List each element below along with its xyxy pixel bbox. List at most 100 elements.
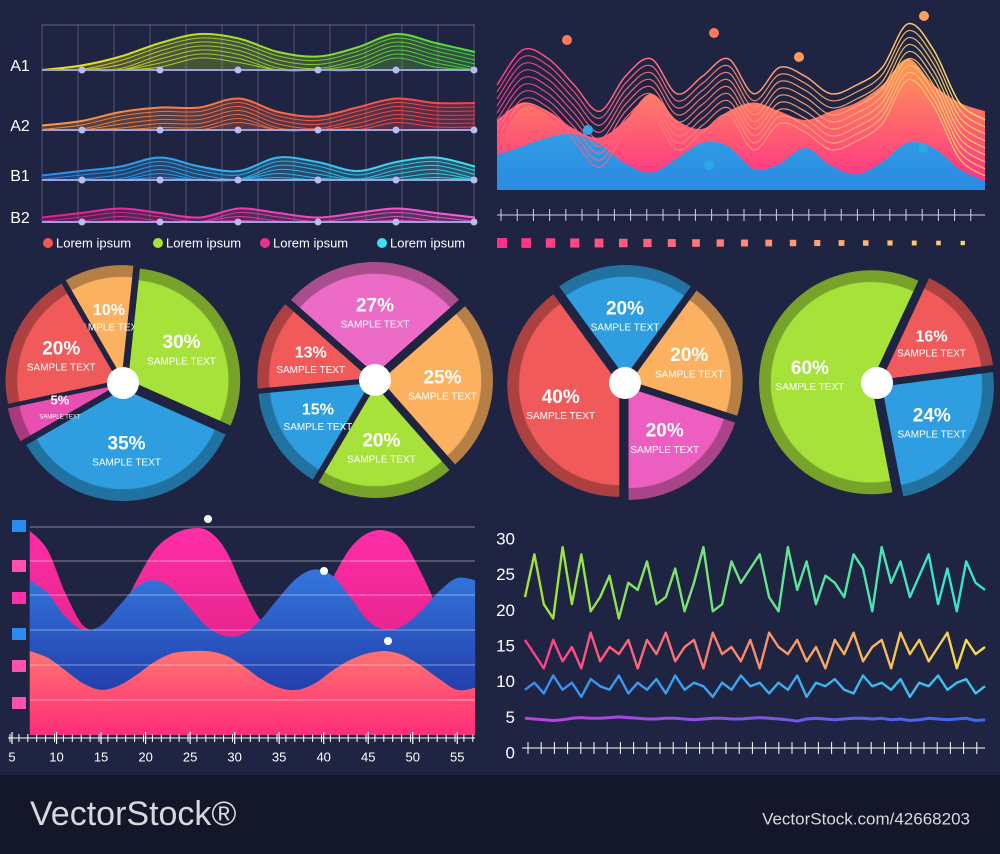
row-dot (78, 218, 86, 226)
row-dot (314, 176, 322, 184)
slice-label: SAMPLE TEXT (284, 422, 353, 433)
strand-line (496, 22, 986, 121)
slice-value-label: 30% (163, 332, 201, 353)
row-dot (234, 66, 242, 74)
row-dot (156, 176, 164, 184)
slice-value-label: 20% (362, 430, 400, 451)
wave-strand (41, 113, 476, 131)
row-dot (234, 126, 242, 134)
wave-strand (41, 164, 476, 181)
scale-square (497, 238, 507, 248)
peak-dot (794, 52, 804, 62)
row-dot (470, 176, 478, 184)
wave-line (41, 207, 476, 219)
row-dot (234, 176, 242, 184)
pie-hub (359, 364, 391, 396)
x-tick-label: 35 (272, 749, 286, 764)
row-dot (78, 176, 86, 184)
x-tick-label: 10 (49, 749, 63, 764)
slice-value-label: 25% (423, 367, 461, 388)
y-tick-label: 25 (496, 565, 515, 584)
row-dot (156, 126, 164, 134)
wave-line (41, 156, 476, 177)
legend-swatch (377, 238, 387, 248)
pie-slice (559, 265, 691, 377)
wave-strand (41, 41, 476, 71)
scale-square (741, 239, 748, 247)
pie-slice (290, 261, 460, 374)
x-tick-label: 45 (361, 749, 375, 764)
pie-slice (630, 290, 743, 416)
strand (496, 50, 986, 149)
peak-dot (583, 125, 593, 135)
row-fill (42, 98, 475, 130)
watermark-brand: VectorStock® (30, 795, 236, 833)
row-label: B2 (10, 210, 30, 227)
scale-square (863, 240, 869, 246)
row-dot (470, 126, 478, 134)
scale-square (936, 240, 941, 246)
row-label: B1 (10, 168, 30, 185)
scale-square (619, 238, 628, 248)
peak-dot (918, 143, 928, 153)
area (29, 650, 476, 735)
side-icon (12, 520, 26, 532)
row-dot (156, 66, 164, 74)
row-dot (78, 126, 86, 134)
row-dot (392, 218, 400, 226)
scale-square (521, 238, 532, 248)
row-label: A1 (10, 58, 30, 75)
legend-swatch (153, 238, 163, 248)
strand (496, 43, 986, 142)
x-tick-label: 15 (94, 749, 108, 764)
slice-label: SAMPLE TEXT (27, 363, 96, 374)
row-dot (314, 66, 322, 74)
pie-slice (380, 306, 493, 465)
legend-swatch (260, 238, 270, 248)
slice-value-label: 20% (646, 421, 684, 442)
scale-square (789, 239, 797, 247)
x-tick-label: 55 (450, 749, 464, 764)
slice-label: SAMPLE TEXT (776, 382, 845, 393)
slice-value-label: 20% (606, 298, 644, 319)
area (497, 58, 985, 190)
scale-square (570, 238, 580, 248)
charts: A1 A2 B1 B2 Lorem ipsum Lorem ipsum Lorem ipsu… (5, 22, 994, 764)
legend-label: Lorem ipsum (273, 235, 348, 250)
side-icon (12, 628, 26, 640)
strand (496, 29, 986, 128)
scale-square (814, 239, 821, 247)
slice-label: SAMPLE TEXT (897, 349, 966, 360)
slice-label: SAMPLE TEXT (630, 445, 699, 456)
scale-square (667, 239, 676, 247)
peak-dot (704, 160, 714, 170)
legend-swatch (43, 238, 53, 248)
pie-slice (5, 283, 118, 404)
slice-label: SAMPLE TEXT (897, 430, 966, 441)
row-dot (78, 66, 86, 74)
row-dot (314, 218, 322, 226)
peak-dot (919, 11, 929, 21)
slice-value-label: 5% (50, 393, 69, 408)
slice-label: SAMPLE TEXT (526, 411, 595, 422)
slice-value-label: 20% (670, 345, 708, 366)
scale-square (911, 240, 917, 246)
slice-label: SAMPLE TEXT (92, 458, 161, 469)
wave-strand (41, 109, 476, 131)
pie-hub (861, 367, 893, 399)
pie-slice (881, 277, 993, 380)
row-label: A2 (10, 118, 30, 135)
pie-slice (881, 372, 994, 497)
pie-hub (609, 367, 641, 399)
slice-label: SAMPLE TEXT (347, 454, 416, 465)
pie-slice (318, 385, 450, 498)
legend-label: Lorem ipsum (56, 235, 131, 250)
wave-strand (41, 211, 476, 223)
pie-slice (65, 265, 134, 378)
pie-slice (507, 294, 620, 497)
peak-dot (709, 28, 719, 38)
row-dot (314, 126, 322, 134)
slice-value-label: 16% (916, 328, 948, 345)
scale-square (692, 239, 700, 247)
wave-line (41, 32, 476, 71)
